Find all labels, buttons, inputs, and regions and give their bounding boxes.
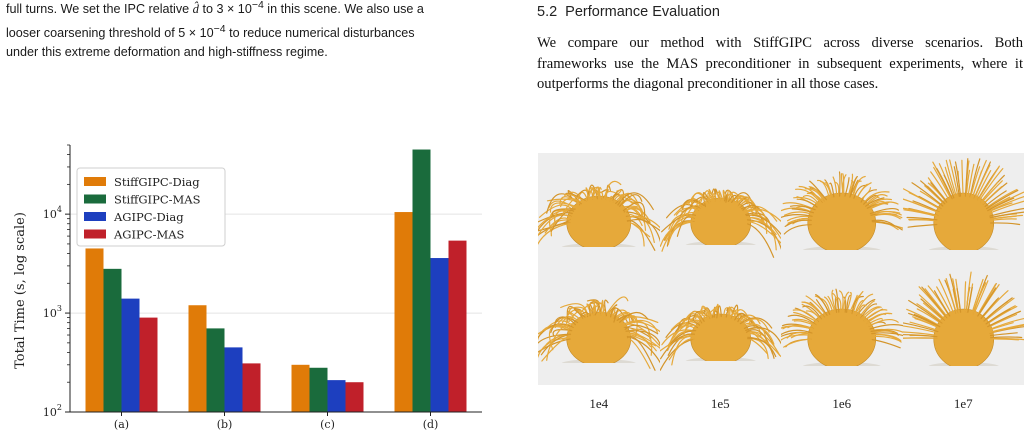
d-hat-symbol: d̂ (192, 2, 199, 17)
bar-c-stiffgipc-diag (291, 364, 310, 412)
y-tick-label: 102 (43, 403, 62, 419)
left-text-line-3: under this extreme deformation and high-… (6, 45, 328, 60)
bar-d-agipc-mas (448, 240, 467, 412)
legend-swatch (84, 212, 106, 221)
legend-label: AGIPC-Diag (113, 210, 184, 224)
bar-a-stiffgipc-mas (103, 268, 122, 412)
bar-d-stiffgipc-diag (394, 212, 413, 412)
left-text-line-2: looser coarsening threshold of 5 × 10−4 … (6, 22, 415, 40)
sim-render-1e7-row-1 (902, 153, 1024, 269)
x-tick-label: (d) (423, 418, 439, 431)
bar-b-stiffgipc-mas (206, 328, 225, 412)
stiffness-label-1e6: 1e6 (832, 396, 852, 411)
y-axis-label: Total Time (s, log scale) (13, 212, 28, 369)
section-title: Performance Evaluation (565, 4, 720, 20)
y-tick-label: 103 (43, 304, 62, 320)
bar-chart: (a) (b) (c) (d) 102 103 104 Total Time (s, log … (13, 144, 482, 431)
simulation-figure (538, 153, 1024, 385)
sim-render-1e4-row-1 (538, 153, 660, 269)
sim-render-1e6-row-1 (781, 153, 903, 269)
stiffness-label-1e5: 1e5 (710, 396, 730, 411)
bar-a-agipc-diag (121, 298, 140, 412)
bar-d-stiffgipc-mas (412, 149, 431, 412)
section-paragraph: We compare our method with StiffGIPC acr… (537, 35, 1023, 92)
x-tick-label: (c) (320, 418, 335, 431)
bar-c-agipc-diag (327, 380, 346, 412)
bar-b-stiffgipc-diag (188, 305, 207, 412)
left-text-line-1: full turns. We set the IPC relative d̂ t… (6, 0, 424, 17)
legend-label: AGIPC-MAS (113, 228, 185, 242)
legend-label: StiffGIPC-MAS (114, 193, 201, 207)
legend-swatch (84, 194, 106, 204)
sim-render-1e4-row-2 (538, 269, 660, 385)
section-number: 5.2 (537, 4, 558, 20)
x-tick-label: (b) (217, 418, 233, 431)
legend-swatch (84, 177, 106, 186)
bar-b-agipc-mas (242, 363, 261, 412)
stiffness-label-1e7: 1e7 (953, 396, 973, 411)
section-heading: 5.2 Performance Evaluation (537, 4, 720, 20)
y-tick-label: 104 (43, 205, 62, 221)
bar-d-agipc-diag (430, 258, 449, 412)
x-tick-label: (a) (114, 418, 129, 431)
bar-c-agipc-mas (345, 382, 364, 412)
bar-c-stiffgipc-mas (309, 367, 328, 412)
legend-label: StiffGIPC-Diag (114, 175, 200, 189)
legend-swatch (84, 229, 106, 239)
bar-a-stiffgipc-diag (85, 248, 104, 412)
sim-render-1e5-row-2 (659, 269, 781, 385)
sim-render-1e6-row-2 (781, 269, 903, 385)
sim-render-1e7-row-2 (902, 269, 1024, 385)
left-column-text: full turns. We set the IPC relative d̂ t… (6, 0, 506, 63)
bar-a-agipc-mas (139, 317, 158, 412)
chart-legend: StiffGIPC-Diag StiffGIPC-MAS AGIPC-Diag AGI… (76, 167, 226, 247)
sim-render-1e5-row-1 (659, 153, 781, 269)
bar-b-agipc-diag (224, 347, 243, 412)
stiffness-label-1e4: 1e4 (589, 396, 609, 411)
